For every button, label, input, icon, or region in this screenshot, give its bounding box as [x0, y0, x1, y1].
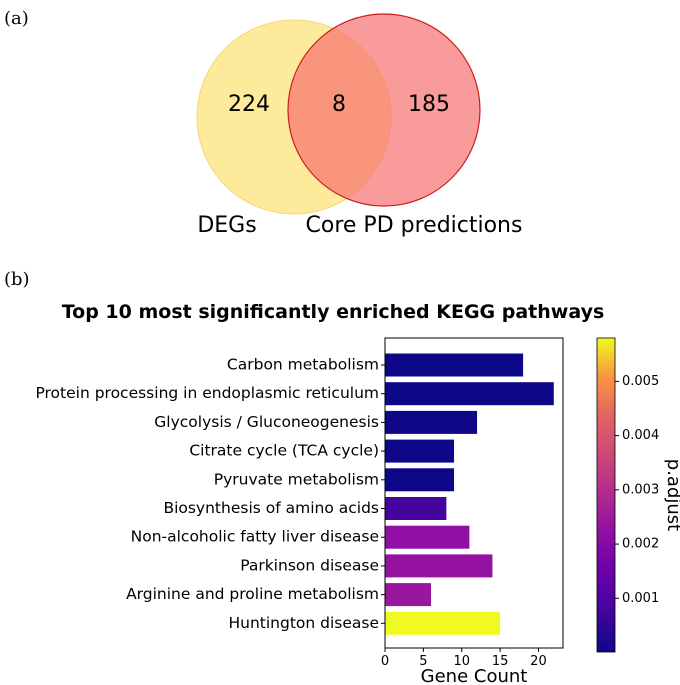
venn-left-set-label: DEGs — [197, 213, 256, 238]
colorbar-tick-label: 0.002 — [622, 537, 659, 552]
x-tick-label: 5 — [419, 654, 427, 669]
venn-diagram: 224 8 185 DEGs Core PD predictions — [196, 13, 523, 238]
x-tick-label: 20 — [530, 654, 547, 669]
colorbar-tick-label: 0.001 — [622, 591, 659, 606]
venn-left-only-count: 224 — [228, 92, 270, 117]
bar-9 — [385, 611, 501, 635]
category-label: Biosynthesis of amino acids — [163, 499, 379, 517]
category-label: Glycolysis / Gluconeogenesis — [154, 413, 379, 431]
bar-0 — [385, 353, 524, 377]
x-tick-label: 0 — [381, 654, 389, 669]
x-tick-label: 15 — [492, 654, 509, 669]
bar-5 — [385, 497, 447, 520]
category-labels: Carbon metabolism Protein processing in e… — [35, 356, 385, 632]
colorbar-tick-label: 0.005 — [622, 374, 659, 389]
category-label: Protein processing in endoplasmic reticu… — [35, 384, 379, 402]
chart-title: Top 10 most significantly enriched KEGG … — [62, 301, 605, 323]
venn-right-only-count: 185 — [408, 92, 450, 117]
category-label: Huntington disease — [228, 614, 379, 632]
colorbar-label: p.adjust — [663, 459, 680, 531]
category-label: Citrate cycle (TCA cycle) — [189, 442, 379, 460]
panel-a-label: (a) — [4, 8, 29, 29]
category-label: Non-alcoholic fatty liver disease — [131, 528, 379, 546]
category-label: Carbon metabolism — [227, 356, 379, 374]
category-label: Parkinson disease — [240, 556, 379, 574]
colorbar-tick-label: 0.003 — [622, 482, 659, 497]
bar-6 — [385, 525, 470, 549]
plot-area-frame — [384, 337, 564, 649]
colorbar-tick-label: 0.004 — [622, 428, 659, 443]
bar-7 — [385, 554, 493, 578]
venn-overlap-count: 8 — [332, 92, 346, 117]
x-tick-label: 10 — [453, 654, 470, 669]
category-label: Arginine and proline metabolism — [126, 585, 379, 603]
bar-8 — [385, 583, 432, 607]
category-label: Pyruvate metabolism — [214, 470, 379, 488]
venn-right-set-label: Core PD predictions — [306, 213, 523, 238]
bar-4 — [385, 468, 455, 492]
x-axis-ticks: 0 5 10 15 20 — [381, 648, 547, 669]
bar-group — [385, 353, 554, 635]
bar-1 — [385, 382, 554, 406]
bar-3 — [385, 439, 455, 463]
colorbar-ticks: 0.001 0.002 0.003 0.004 0.005 — [615, 374, 659, 606]
panel-b-label: (b) — [4, 269, 30, 290]
bar-2 — [385, 410, 478, 434]
venn-right-circle — [287, 13, 481, 207]
colorbar — [596, 337, 616, 653]
x-axis-label: Gene Count — [421, 666, 528, 685]
